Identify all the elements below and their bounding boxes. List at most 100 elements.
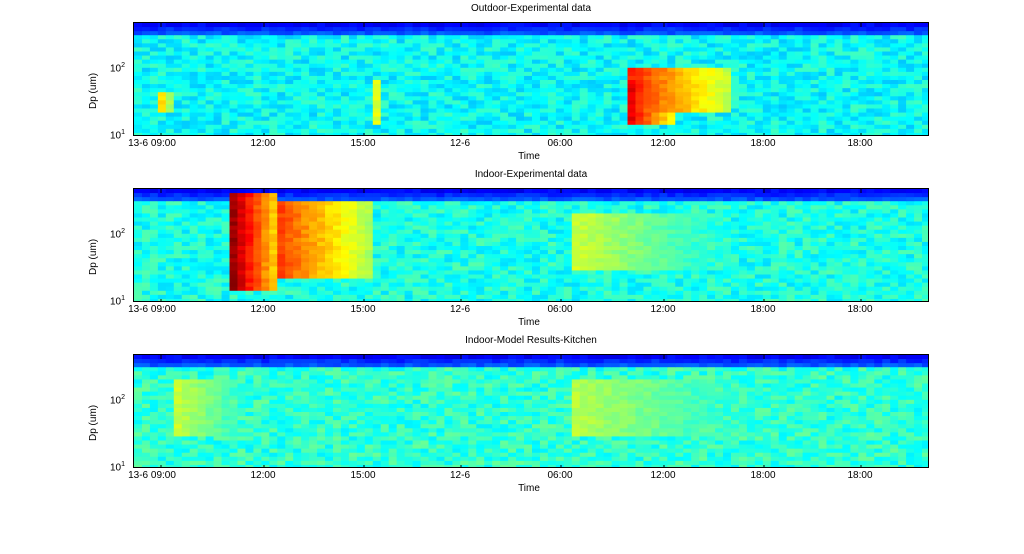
- heatmap-cell: [213, 59, 223, 65]
- heatmap-cell: [524, 237, 533, 243]
- heatmap-cell: [587, 35, 597, 40]
- heatmap-cell: [715, 47, 724, 53]
- heatmap-cell: [699, 108, 708, 114]
- heatmap-cell: [412, 286, 422, 292]
- heatmap-cell: [858, 92, 867, 97]
- heatmap-cell: [547, 270, 557, 276]
- heatmap-cell: [333, 112, 342, 118]
- heatmap-cell: [539, 266, 549, 272]
- heatmap-cell: [333, 43, 342, 49]
- heatmap-cell: [555, 104, 565, 110]
- heatmap-cell: [555, 71, 565, 77]
- heatmap-cell: [858, 132, 867, 135]
- heatmap-cell: [500, 43, 509, 49]
- heatmap-cell: [420, 132, 430, 135]
- heatmap-cell: [404, 23, 414, 28]
- heatmap-cell: [333, 241, 342, 247]
- heatmap-cell: [134, 47, 143, 53]
- heatmap-cell: [699, 193, 708, 198]
- heatmap-cell: [428, 282, 438, 288]
- heatmap-cell: [340, 23, 350, 28]
- heatmap-cell: [460, 51, 469, 57]
- heatmap-cell: [317, 282, 326, 288]
- heatmap-cell: [762, 116, 772, 122]
- heatmap-cell: [468, 35, 477, 40]
- heatmap-cell: [404, 221, 414, 227]
- heatmap-cell: [245, 67, 254, 73]
- heatmap-cell: [627, 43, 637, 49]
- heatmap-cell: [181, 59, 191, 65]
- heatmap-cell: [786, 35, 796, 40]
- heatmap-cell: [818, 71, 828, 77]
- x-tick-label: 18:00: [750, 138, 776, 149]
- heatmap-cell: [675, 270, 684, 276]
- heatmap-cell: [778, 100, 788, 106]
- heatmap-cell: [277, 124, 286, 130]
- heatmap-cell: [173, 233, 183, 239]
- heatmap-cell: [746, 84, 756, 89]
- heatmap-cell: [842, 31, 851, 36]
- heatmap-cell: [285, 266, 294, 272]
- heatmap-cell: [333, 254, 342, 259]
- heatmap-cell: [882, 51, 891, 57]
- heatmap-cell: [253, 59, 262, 65]
- heatmap-cell: [635, 71, 645, 77]
- heatmap-cell: [675, 286, 684, 292]
- heatmap-cell: [906, 63, 915, 69]
- heatmap-cell: [683, 39, 692, 44]
- heatmap-cell: [659, 47, 668, 53]
- heatmap-cell: [866, 27, 875, 32]
- heatmap-cell: [460, 88, 469, 93]
- heatmap-cell: [364, 128, 374, 134]
- heatmap-cell: [802, 112, 812, 118]
- heatmap-cell: [181, 112, 191, 118]
- heatmap-cell: [356, 124, 366, 130]
- heatmap-cell: [348, 112, 358, 118]
- heatmap-cell: [834, 59, 844, 65]
- heatmap-cell: [532, 31, 541, 36]
- heatmap-cell: [691, 88, 700, 93]
- heatmap-cell: [500, 35, 509, 40]
- heatmap-cell: [818, 120, 828, 126]
- heatmap-cell: [643, 104, 652, 110]
- heatmap-cell: [723, 104, 732, 110]
- heatmap-cell: [476, 128, 485, 134]
- heatmap-cell: [651, 286, 660, 292]
- heatmap-cell: [476, 213, 485, 219]
- heatmap-cell: [165, 197, 175, 202]
- heatmap-cell: [261, 254, 270, 259]
- heatmap-cell: [619, 71, 629, 77]
- heatmap-cell: [547, 63, 557, 69]
- heatmap-cell: [810, 132, 820, 135]
- heatmap-cell: [810, 43, 820, 49]
- heatmap-cell: [715, 294, 724, 300]
- heatmap-cell: [500, 229, 509, 235]
- heatmap-cell: [404, 35, 414, 40]
- heatmap-cell: [221, 108, 231, 114]
- heatmap-cell: [659, 27, 668, 32]
- heatmap-cell: [229, 221, 239, 227]
- heatmap-cell: [715, 96, 724, 101]
- heatmap-cell: [388, 96, 398, 101]
- heatmap-cell: [134, 278, 143, 284]
- heatmap-cell: [579, 124, 589, 130]
- heatmap-cell: [898, 88, 907, 93]
- heatmap-cell: [301, 35, 310, 40]
- heatmap-cell: [460, 294, 469, 300]
- heatmap-cell: [786, 31, 796, 36]
- heatmap-cell: [157, 43, 167, 49]
- heatmap-cell: [229, 274, 239, 280]
- heatmap-cell: [356, 120, 366, 126]
- heatmap-cell: [723, 278, 732, 284]
- heatmap-cell: [667, 39, 676, 44]
- heatmap-cell: [707, 262, 716, 267]
- heatmap-cell: [141, 51, 151, 57]
- heatmap-cell: [611, 51, 621, 57]
- heatmap-cell: [476, 225, 485, 231]
- heatmap-cell: [492, 254, 501, 259]
- heatmap-cell: [269, 31, 278, 36]
- heatmap-cell: [651, 266, 660, 272]
- heatmap-cell: [492, 274, 501, 280]
- heatmap-cell: [842, 47, 851, 53]
- heatmap-cell: [181, 84, 191, 89]
